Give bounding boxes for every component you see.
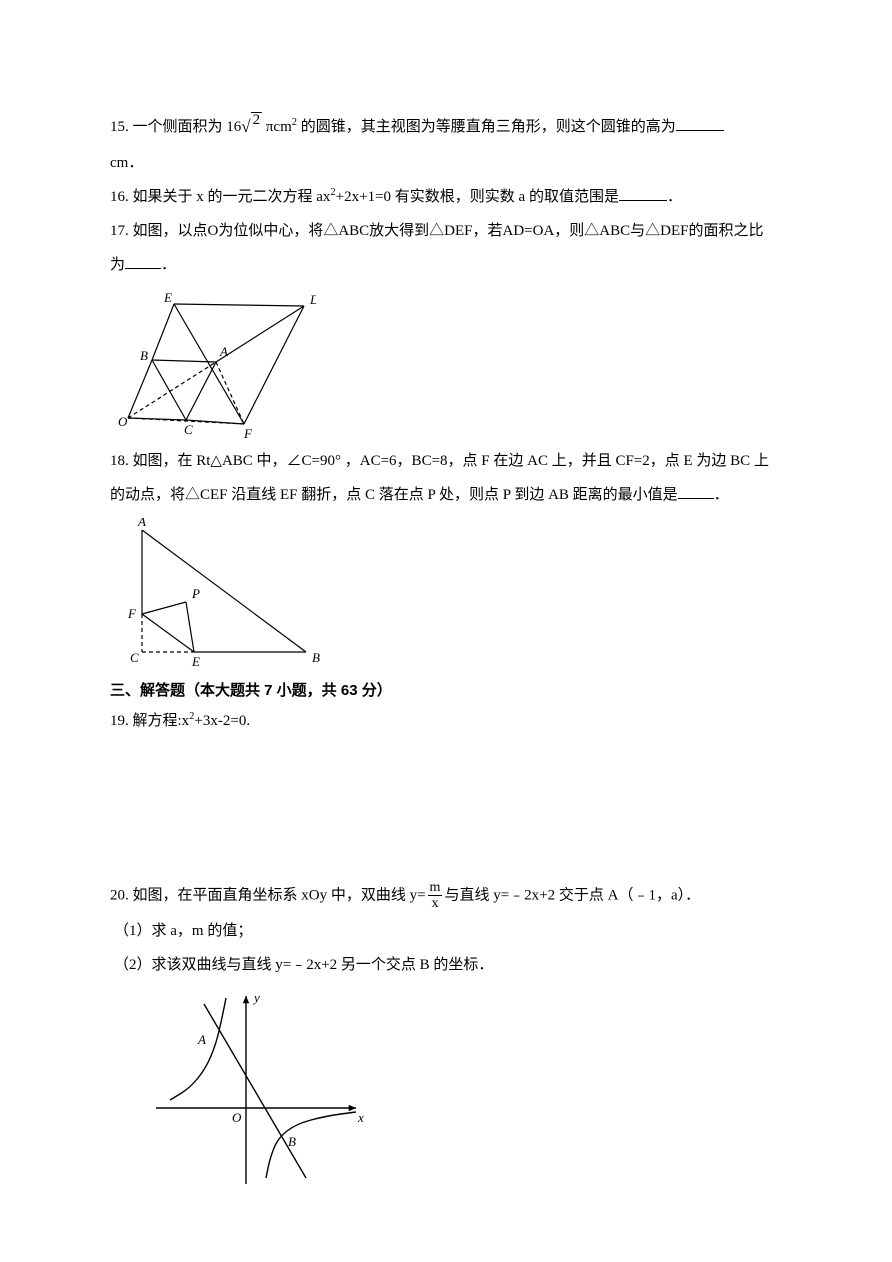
q17-blank[interactable] [125, 254, 161, 269]
q15-blank[interactable] [676, 116, 724, 131]
q20-frac-den: x [428, 896, 443, 911]
svg-text:B: B [312, 650, 320, 665]
q15-unit: cm． [110, 148, 782, 178]
question-18-line2: 的动点，将△CEF 沿直线 EF 翻折，点 C 落在点 P 处，则点 P 到边 … [110, 480, 782, 510]
q20-sub1: （1）求 a，m 的值； [110, 916, 782, 946]
sqrt-radicand: 2 [251, 112, 263, 128]
svg-text:y: y [252, 990, 260, 1005]
svg-text:E: E [163, 290, 172, 305]
question-19: 19. 解方程:x2+3x-2=0. [110, 706, 782, 736]
svg-text:D: D [309, 292, 316, 307]
q15-text-a: 15. 一个侧面积为 16 [110, 119, 241, 135]
q20-text-a: 20. 如图，在平面直角坐标系 xOy 中，双曲线 y= [110, 887, 426, 903]
q17-figure: O B A C E D F [116, 288, 782, 438]
q20-text-b: 与直线 y=﹣2x+2 交于点 A（﹣1，a）． [444, 887, 700, 903]
svg-text:A: A [219, 344, 228, 359]
svg-text:C: C [130, 650, 139, 665]
question-17-line1: 17. 如图，以点O为位似中心，将△ABC放大得到△DEF，若AD=OA，则△A… [110, 216, 782, 246]
svg-text:F: F [243, 426, 253, 438]
q15-text-b: πcm [262, 119, 292, 135]
question-16: 16. 如果关于 x 的一元二次方程 ax2+2x+1=0 有实数根，则实数 a… [110, 182, 782, 212]
q16-text-b: +2x+1=0 有实数根，则实数 a 的取值范围是 [336, 189, 619, 205]
svg-text:x: x [357, 1110, 364, 1125]
q17-period: ． [161, 257, 176, 273]
q20-fraction: mx [428, 880, 443, 912]
q16-blank[interactable] [619, 186, 667, 201]
q16-period: ． [667, 189, 682, 205]
sqrt-symbol: √ [241, 117, 250, 136]
q18-period: ． [714, 487, 729, 503]
svg-text:A: A [137, 518, 146, 529]
svg-text:B: B [140, 348, 148, 363]
question-15: 15. 一个侧面积为 16√2 πcm2 的圆锥，其主视图为等腰直角三角形，则这… [110, 110, 782, 144]
q16-text-a: 16. 如果关于 x 的一元二次方程 ax [110, 189, 330, 205]
section-3-title: 三、解答题（本大题共 7 小题，共 63 分） [110, 676, 782, 706]
question-18-line1: 18. 如图，在 Rt△ABC 中，∠C=90° ，AC=6，BC=8，点 F … [110, 446, 782, 476]
svg-text:F: F [127, 606, 137, 621]
svg-text:A: A [197, 1032, 206, 1047]
svg-text:E: E [191, 654, 200, 668]
q20-figure: x y O A B [150, 988, 782, 1188]
question-20: 20. 如图，在平面直角坐标系 xOy 中，双曲线 y=mx与直线 y=﹣2x+… [110, 880, 782, 912]
q19-text-a: 19. 解方程:x [110, 713, 189, 729]
svg-text:C: C [184, 422, 193, 437]
svg-text:P: P [191, 586, 200, 601]
q19-text-b: +3x-2=0. [194, 713, 250, 729]
q18-l2-prefix: 的动点，将△CEF 沿直线 EF 翻折，点 C 落在点 P 处，则点 P 到边 … [110, 487, 678, 503]
q18-blank[interactable] [678, 484, 714, 499]
q20-frac-num: m [428, 880, 443, 896]
q17-l2-prefix: 为 [110, 257, 125, 273]
svg-text:O: O [118, 414, 128, 429]
svg-text:B: B [288, 1134, 296, 1149]
q19-workspace [110, 740, 782, 880]
q15-text-c: 的圆锥，其主视图为等腰直角三角形，则这个圆锥的高为 [297, 119, 676, 135]
question-17-line2: 为． [110, 250, 782, 280]
q20-sub2: （2）求该双曲线与直线 y=﹣2x+2 另一个交点 B 的坐标． [110, 950, 782, 980]
q18-figure: A C B F E P [116, 518, 782, 668]
svg-text:O: O [232, 1110, 242, 1125]
